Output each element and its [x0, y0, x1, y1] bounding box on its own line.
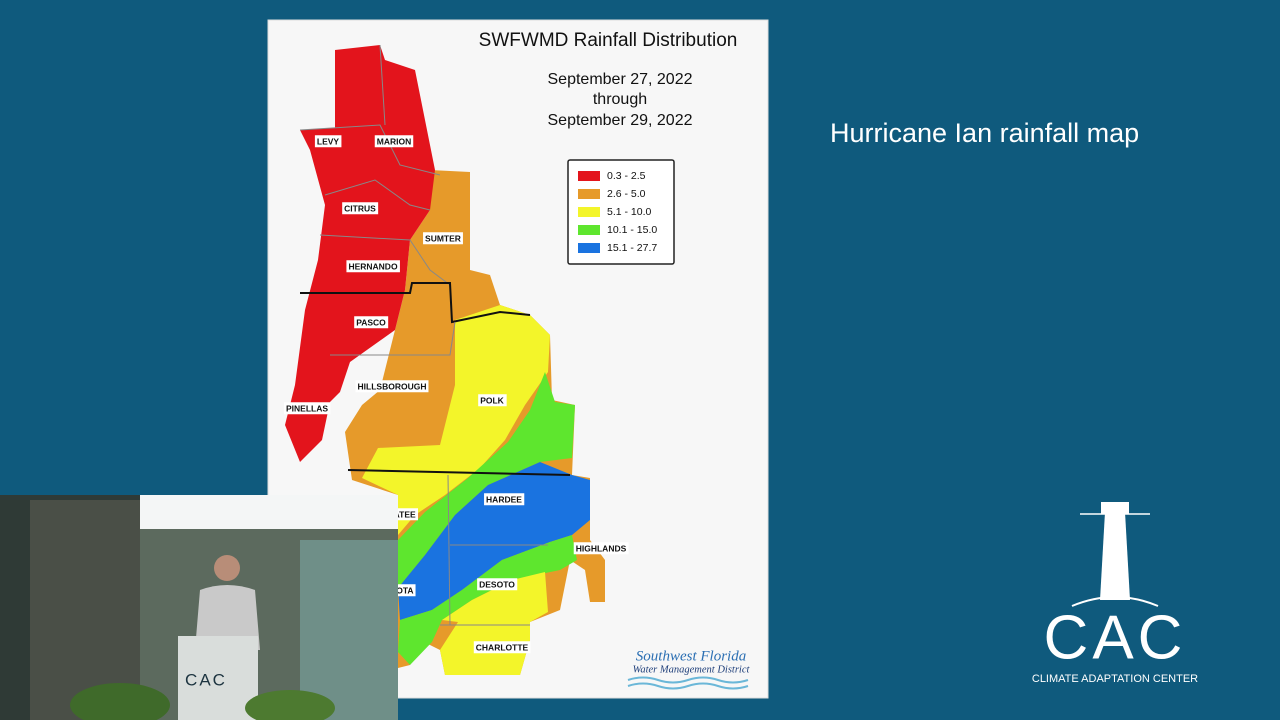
- plant: [245, 690, 335, 720]
- legend: 0.3 - 2.5 2.6 - 5.0 5.1 - 10.0 10.1 - 15.0 1…: [578, 170, 657, 254]
- county-label-bg: [283, 402, 331, 415]
- lighthouse: [1100, 512, 1130, 600]
- county-label: MARION: [377, 136, 411, 146]
- county-border: [347, 469, 571, 476]
- county-border: [319, 234, 451, 286]
- slide-title: Hurricane Ian rainfall map: [830, 118, 1139, 148]
- county-label-bg: [355, 380, 429, 393]
- map-title: SWFWMD Rainfall Distribution: [479, 30, 738, 51]
- date-line: September 27, 2022: [548, 71, 693, 88]
- county-border: [324, 179, 431, 211]
- county-label: POLK: [480, 395, 504, 405]
- county-label-bg: [354, 316, 389, 329]
- logo-name: CAC: [1044, 603, 1187, 672]
- county-label-bg: [374, 135, 414, 148]
- county-label: LEVY: [317, 136, 340, 146]
- speaker-video: CAC: [0, 495, 398, 720]
- logo-subtitle: CLIMATE ADAPTATION CENTER: [1032, 673, 1198, 685]
- county-label-bg: [342, 202, 379, 215]
- county-label: PASCO: [356, 317, 386, 327]
- speaker-body: [195, 585, 260, 650]
- date-line: September 29, 2022: [548, 112, 693, 129]
- lighthouse-lamp: [1101, 502, 1129, 514]
- legend-swatch: [578, 225, 600, 235]
- cac-logo: CAC CLIMATE ADAPTATION CENTER: [1032, 502, 1198, 685]
- rainfall-zone: [398, 462, 590, 620]
- county-label-bg: [314, 135, 342, 148]
- legend-swatch: [578, 243, 600, 253]
- county-border: [330, 321, 456, 356]
- county-label: SUMTER: [425, 233, 461, 243]
- screen-edge: [140, 495, 398, 529]
- rainfall-zone: [398, 372, 575, 588]
- county-label-bg: [478, 394, 507, 407]
- map: LEVY MARION CITRUS SUMTER HERNANDO PASCO HILLS…: [283, 44, 629, 675]
- county-label-bg: [484, 493, 525, 506]
- county-label: DESOTO: [479, 579, 515, 589]
- county-label-bg: [423, 232, 463, 245]
- source-name: Water Management District: [633, 664, 751, 675]
- legend-label: 15.1 - 27.7: [607, 242, 657, 254]
- legend-label: 2.6 - 5.0: [607, 188, 646, 200]
- legend-label: 10.1 - 15.0: [607, 224, 657, 236]
- county-label-bg: [573, 542, 629, 555]
- county-label: HILLSBOROUGH: [358, 381, 427, 391]
- legend-swatch: [578, 171, 600, 181]
- county-label: HERNANDO: [348, 261, 398, 271]
- county-label: CHARLOTTE: [476, 642, 529, 652]
- county-label-bg: [346, 260, 400, 273]
- source-name: Southwest Florida: [636, 648, 746, 664]
- podium: [178, 636, 258, 720]
- curtain: [300, 540, 398, 720]
- podium-text: CAC: [185, 670, 227, 689]
- county-label: CITRUS: [344, 203, 376, 213]
- county-border: [447, 474, 451, 626]
- rainfall-zone: [362, 305, 550, 535]
- county-border: [300, 282, 531, 324]
- speaker-head: [214, 555, 240, 581]
- date-line: through: [593, 91, 647, 108]
- county-label: PINELLAS: [286, 403, 328, 413]
- legend-label: 5.1 - 10.0: [607, 206, 652, 218]
- rainfall-zone: [285, 45, 435, 462]
- rainfall-zone: [398, 535, 577, 665]
- logo-wave: [627, 682, 749, 690]
- county-border: [379, 44, 386, 126]
- county-label-bg: [473, 641, 531, 654]
- county-label-bg: [477, 578, 518, 591]
- legend-swatch: [578, 207, 600, 217]
- county-label: HIGHLANDS: [576, 543, 627, 553]
- logo-wave: [1071, 596, 1159, 607]
- county-label: HARDEE: [486, 494, 522, 504]
- logo-wave: [627, 676, 749, 684]
- plant: [70, 683, 170, 720]
- legend-box: [567, 159, 675, 265]
- legend-swatch: [578, 189, 600, 199]
- legend-label: 0.3 - 2.5: [607, 170, 646, 182]
